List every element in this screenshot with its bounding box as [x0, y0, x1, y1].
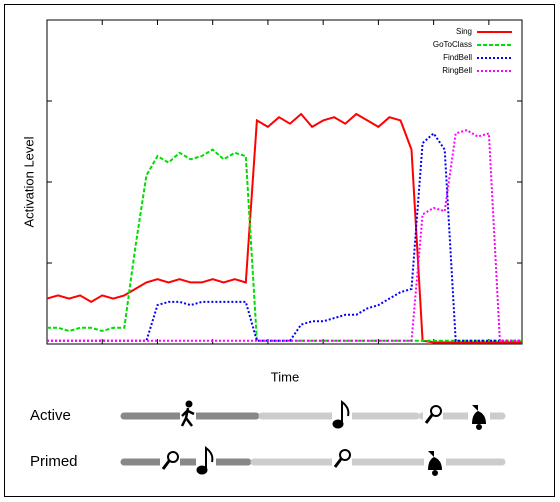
legend-label: RingBell [442, 66, 472, 75]
y-axis-label: Activation Level [21, 136, 36, 227]
series-line [47, 131, 522, 342]
series-line [47, 129, 522, 342]
series-line [46, 112, 522, 344]
legend-label: FindBell [443, 53, 472, 62]
row-label: Active [30, 407, 71, 424]
row-label: Primed [30, 453, 78, 470]
legend-label: GoToClass [433, 40, 472, 49]
legend-label: Sing [456, 27, 472, 36]
x-axis-label: Time [271, 369, 299, 384]
icons [160, 399, 490, 476]
frame [4, 4, 555, 497]
